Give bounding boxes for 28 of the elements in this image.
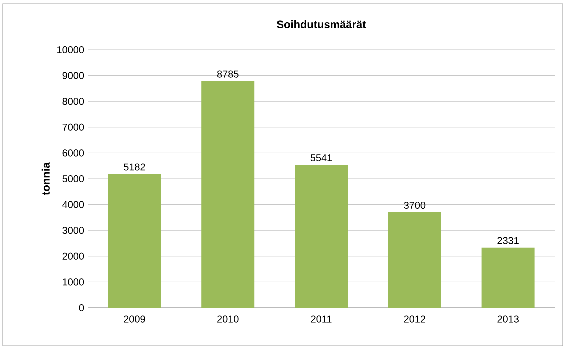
data-label: 5182: [124, 164, 146, 171]
x-tick-label: 2011: [311, 316, 332, 323]
y-tick-label: 4000: [62, 201, 84, 208]
data-label: 8785: [217, 70, 239, 78]
y-tick-label: 6000: [62, 150, 84, 157]
x-tick-label: 2010: [218, 316, 239, 323]
bar: [295, 165, 348, 308]
y-tick-label: 5000: [62, 175, 84, 183]
y-tick-label: 2000: [62, 252, 84, 260]
y-tick-label: 8000: [62, 98, 84, 106]
y-axis-title: tonnia: [42, 162, 50, 196]
y-tick-label: 0: [79, 304, 84, 312]
bar: [202, 81, 255, 308]
data-label: 5541: [310, 154, 332, 162]
bar: [108, 174, 162, 308]
y-tick-label: 10000: [58, 46, 84, 54]
y-tick-label: 3000: [62, 227, 84, 234]
x-tick-label: 2012: [404, 316, 426, 323]
y-tick-label: 7000: [62, 124, 84, 131]
y-tick-label: 9000: [62, 72, 84, 80]
data-label: 3700: [404, 202, 426, 210]
x-tick-label: 2009: [124, 316, 146, 323]
bar: [388, 212, 442, 308]
x-tick-label: 2013: [498, 316, 519, 323]
chart-title: Soihdutusmäärät: [277, 20, 366, 28]
data-label: 2331: [498, 237, 519, 244]
bar: [482, 248, 535, 308]
y-tick-label: 1000: [63, 278, 84, 286]
